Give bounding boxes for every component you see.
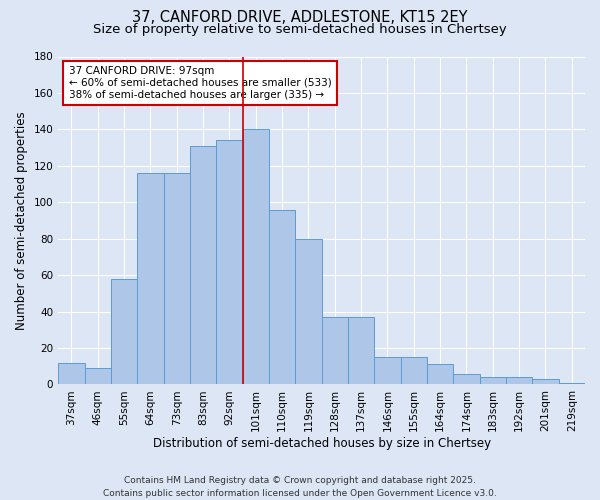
Bar bbox=[111, 279, 137, 384]
Bar bbox=[164, 173, 190, 384]
Bar bbox=[269, 210, 295, 384]
Bar bbox=[479, 377, 506, 384]
Bar bbox=[137, 173, 164, 384]
Text: 37 CANFORD DRIVE: 97sqm
← 60% of semi-detached houses are smaller (533)
38% of s: 37 CANFORD DRIVE: 97sqm ← 60% of semi-de… bbox=[69, 66, 331, 100]
Bar bbox=[295, 238, 322, 384]
Text: Size of property relative to semi-detached houses in Chertsey: Size of property relative to semi-detach… bbox=[93, 22, 507, 36]
Bar bbox=[532, 379, 559, 384]
Bar bbox=[242, 130, 269, 384]
Bar bbox=[427, 364, 453, 384]
Bar bbox=[506, 377, 532, 384]
X-axis label: Distribution of semi-detached houses by size in Chertsey: Distribution of semi-detached houses by … bbox=[152, 437, 491, 450]
Bar bbox=[401, 357, 427, 384]
Bar bbox=[58, 362, 85, 384]
Text: 37, CANFORD DRIVE, ADDLESTONE, KT15 2EY: 37, CANFORD DRIVE, ADDLESTONE, KT15 2EY bbox=[132, 10, 468, 25]
Bar bbox=[85, 368, 111, 384]
Bar bbox=[216, 140, 242, 384]
Bar bbox=[559, 382, 585, 384]
Bar bbox=[374, 357, 401, 384]
Bar bbox=[322, 317, 348, 384]
Bar bbox=[190, 146, 216, 384]
Bar bbox=[453, 374, 479, 384]
Text: Contains HM Land Registry data © Crown copyright and database right 2025.
Contai: Contains HM Land Registry data © Crown c… bbox=[103, 476, 497, 498]
Bar bbox=[348, 317, 374, 384]
Y-axis label: Number of semi-detached properties: Number of semi-detached properties bbox=[15, 111, 28, 330]
